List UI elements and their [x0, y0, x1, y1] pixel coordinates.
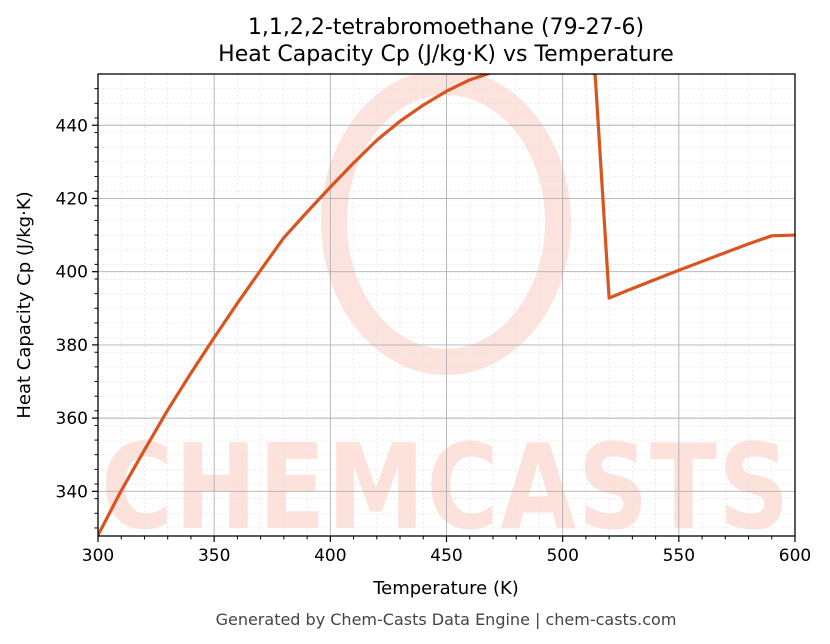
watermark-text: CHEMCASTS	[101, 418, 791, 556]
x-tick-label: 500	[546, 546, 578, 566]
series-layer	[98, 74, 795, 536]
x-tick-label: 300	[82, 546, 114, 566]
x-tick-label: 350	[198, 546, 230, 566]
watermark-ring	[321, 74, 571, 375]
x-tick-label: 450	[430, 546, 462, 566]
y-tick-label: 360	[56, 409, 88, 429]
chart-title: 1,1,2,2-tetrabromoethane (79-27-6)	[248, 15, 644, 40]
y-tick-label: 420	[56, 189, 88, 209]
y-tick-label: 400	[56, 263, 88, 283]
x-tick-label: 600	[779, 546, 811, 566]
y-tick-label: 340	[56, 482, 88, 502]
axis-ticks: 300 350 400 450 500 550 600 340 360 380 400 420 440	[56, 88, 811, 566]
watermark-logo: CHEMCASTS	[101, 74, 791, 556]
y-tick-label: 440	[56, 116, 88, 136]
series-line	[98, 74, 795, 536]
chart-subtitle: Heat Capacity Cp (J/kg·K) vs Temperature	[218, 42, 674, 67]
y-tick-label: 380	[56, 336, 88, 356]
x-axis-label: Temperature (K)	[372, 578, 519, 599]
y-axis-label: Heat Capacity Cp (J/kg·K)	[14, 191, 35, 418]
footer-credit: Generated by Chem-Casts Data Engine | ch…	[216, 610, 677, 629]
x-tick-label: 550	[663, 546, 695, 566]
x-tick-label: 400	[314, 546, 346, 566]
